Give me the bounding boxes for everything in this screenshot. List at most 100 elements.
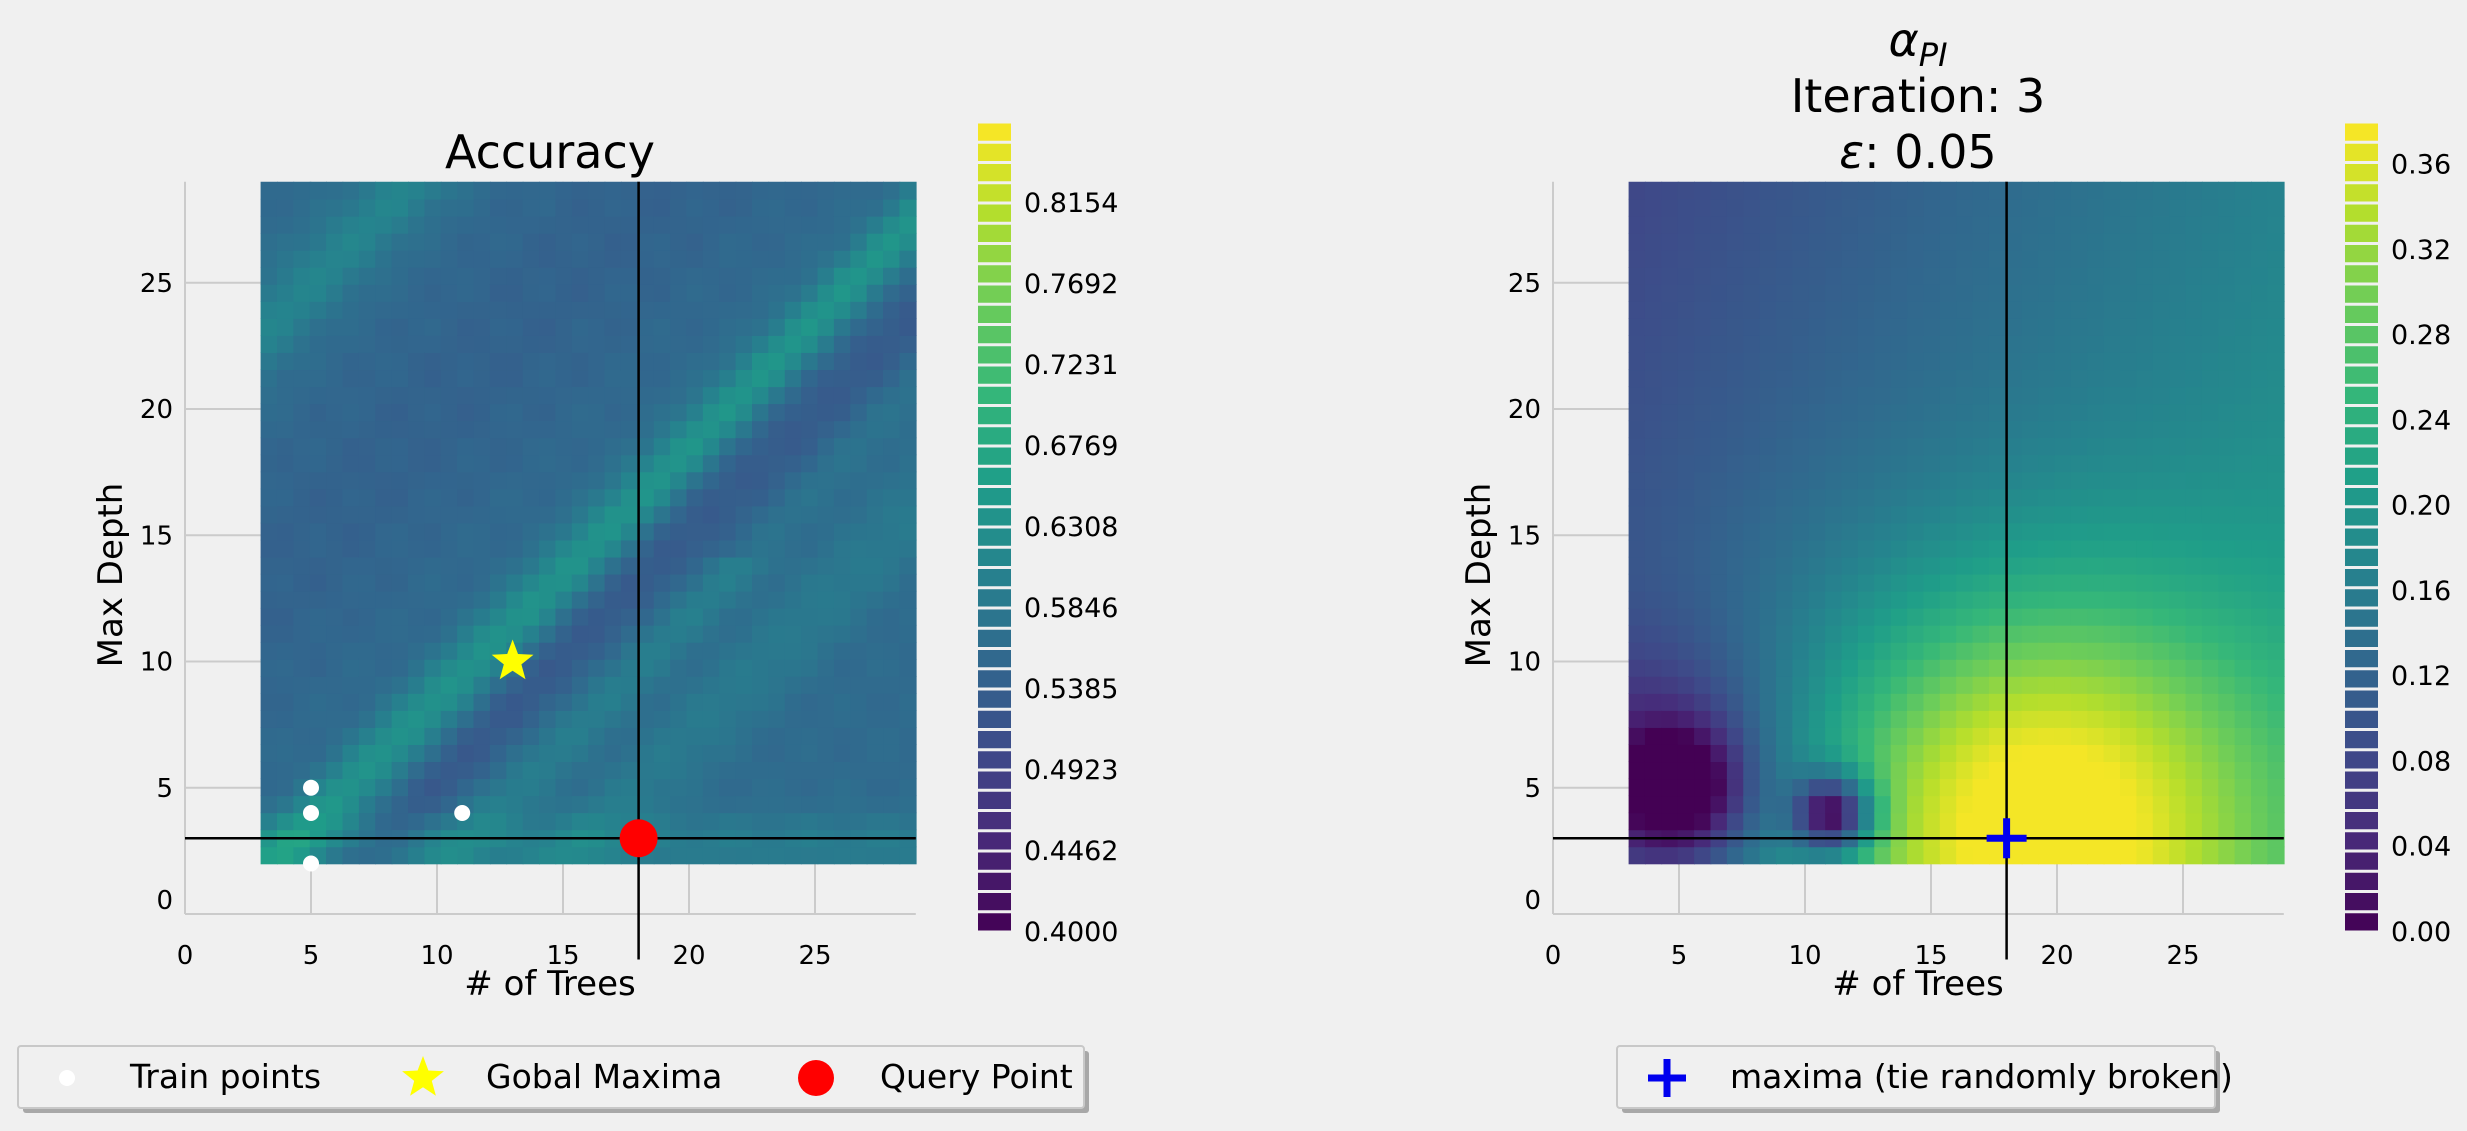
heatmap-cell <box>391 403 409 422</box>
heatmap-cell <box>2038 795 2056 814</box>
heatmap-cell <box>1808 710 1826 728</box>
heatmap-cell <box>2005 318 2023 336</box>
heatmap-cell <box>866 744 884 763</box>
heatmap-cell <box>768 318 786 336</box>
heatmap-cell <box>539 778 557 797</box>
heatmap-cell <box>2251 284 2269 302</box>
heatmap-cell <box>1890 658 1908 677</box>
heatmap-cell <box>2201 488 2220 507</box>
heatmap-cell <box>604 727 622 745</box>
heatmap-cell <box>440 778 458 797</box>
heatmap-cell <box>2021 522 2039 541</box>
heatmap-cell <box>2054 505 2072 524</box>
heatmap-cell <box>850 539 868 558</box>
heatmap-cell <box>2103 232 2121 251</box>
heatmap-cell <box>2267 556 2285 575</box>
heatmap-cell <box>309 710 327 728</box>
heatmap-cell <box>850 198 868 217</box>
heatmap-cell <box>653 693 671 711</box>
heatmap-cell <box>293 522 311 541</box>
heatmap-cell <box>326 539 344 558</box>
heatmap-cell <box>2136 744 2154 763</box>
heatmap-cell <box>1808 846 1826 865</box>
heatmap-cell <box>1923 624 1941 643</box>
heatmap-cell <box>1644 266 1663 285</box>
heatmap-cell <box>702 266 721 285</box>
heatmap-cell <box>440 505 458 524</box>
heatmap-cell <box>883 420 901 439</box>
heatmap-cell <box>2251 369 2269 388</box>
heatmap-cell <box>2070 658 2089 677</box>
heatmap-cell <box>1825 198 1843 217</box>
heatmap-cell <box>2185 284 2203 302</box>
heatmap-cell <box>2136 641 2154 660</box>
heatmap-cell <box>358 454 377 473</box>
heatmap-cell <box>817 215 835 234</box>
heatmap-cell <box>752 301 770 319</box>
legend-maxima-label: maxima (tie randomly broken) <box>1730 1057 2233 1096</box>
heatmap-cell <box>899 658 917 677</box>
heatmap-cell <box>1939 795 1957 814</box>
heatmap-cell <box>342 198 360 217</box>
heatmap-cell <box>1857 403 1876 422</box>
heatmap-cell <box>2201 556 2220 575</box>
heatmap-cell <box>276 710 295 728</box>
heatmap-cell <box>801 232 819 251</box>
heatmap-cell <box>620 471 639 490</box>
heatmap-cell <box>2218 658 2236 677</box>
heatmap-cell <box>1710 607 1728 626</box>
heatmap-cell <box>833 181 852 200</box>
heatmap-cell <box>1808 335 1826 353</box>
heatmap-cell <box>686 420 704 439</box>
heatmap-cell <box>473 198 491 217</box>
heatmap-cell <box>2169 778 2187 797</box>
heatmap-cell <box>2021 352 2039 371</box>
heatmap-cell <box>1677 641 1695 660</box>
heatmap-cell <box>686 352 704 371</box>
heatmap-cell <box>2234 590 2252 609</box>
heatmap-cell <box>2201 744 2220 763</box>
heatmap-cell <box>2120 454 2138 473</box>
heatmap-cell <box>358 198 377 217</box>
heatmap-cell <box>653 505 671 524</box>
heatmap-cell <box>1956 744 1974 763</box>
heatmap-cell <box>620 420 639 439</box>
heatmap-cell <box>1874 761 1892 780</box>
heatmap-cell <box>358 471 377 490</box>
heatmap-cell <box>2103 607 2121 626</box>
heatmap-cell <box>326 420 344 439</box>
heatmap-cell <box>2087 676 2105 694</box>
heatmap-cell <box>784 778 802 797</box>
heatmap-cell <box>1726 454 1745 473</box>
heatmap-cell <box>473 676 491 694</box>
heatmap-cell <box>752 181 770 200</box>
heatmap-cell <box>2201 539 2220 558</box>
heatmap-cell <box>702 641 721 660</box>
heatmap-cell <box>817 318 835 336</box>
heatmap-cell <box>653 249 671 268</box>
heatmap-cell <box>1808 658 1826 677</box>
heatmap-cell <box>752 266 770 285</box>
heatmap-cell <box>309 471 327 490</box>
heatmap-cell <box>817 744 835 763</box>
heatmap-cell <box>2054 266 2072 285</box>
x-tick-label: 0 <box>1545 941 1562 971</box>
heatmap-cell <box>1644 710 1663 728</box>
heatmap-cell <box>719 198 737 217</box>
heatmap-cell <box>2201 795 2220 814</box>
heatmap-cell <box>457 335 475 353</box>
heatmap-cell <box>2152 284 2170 302</box>
heatmap-cell <box>1628 454 1646 473</box>
heatmap-cell <box>1661 744 1679 763</box>
heatmap-cell <box>358 522 377 541</box>
heatmap-cell <box>620 369 639 388</box>
heatmap-cell <box>506 471 524 490</box>
heatmap-cell <box>375 641 393 660</box>
heatmap-cell <box>817 522 835 541</box>
colorbar-swatch <box>2345 164 2378 182</box>
heatmap-cell <box>2218 232 2236 251</box>
heatmap-cell <box>489 522 508 541</box>
heatmap-cell <box>1792 488 1810 507</box>
heatmap-cell <box>833 454 852 473</box>
heatmap-cell <box>2038 488 2056 507</box>
